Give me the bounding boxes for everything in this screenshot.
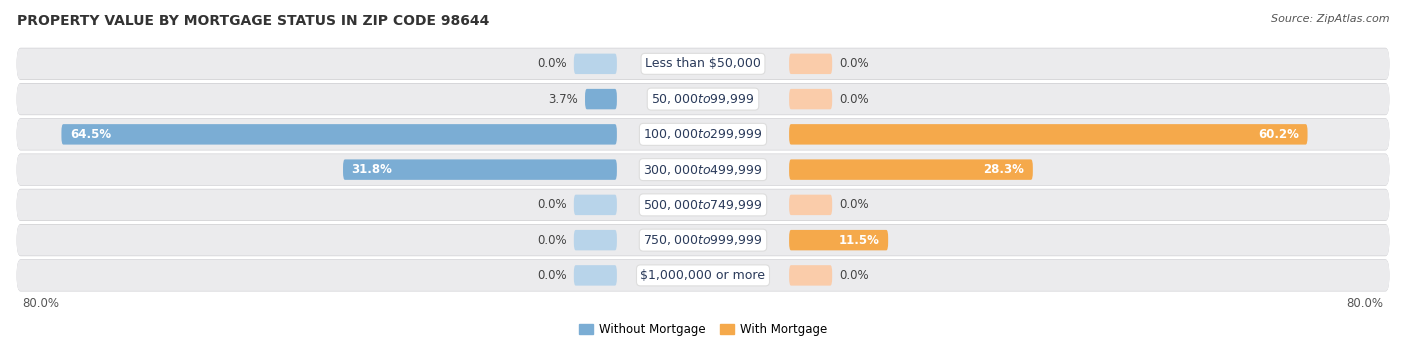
- Text: 0.0%: 0.0%: [537, 234, 567, 247]
- FancyBboxPatch shape: [574, 195, 617, 215]
- FancyBboxPatch shape: [574, 265, 617, 286]
- FancyBboxPatch shape: [789, 124, 1308, 145]
- FancyBboxPatch shape: [789, 230, 889, 250]
- Text: 60.2%: 60.2%: [1258, 128, 1299, 141]
- Text: $50,000 to $99,999: $50,000 to $99,999: [651, 92, 755, 106]
- Text: 28.3%: 28.3%: [983, 163, 1024, 176]
- FancyBboxPatch shape: [17, 153, 1389, 186]
- FancyBboxPatch shape: [17, 154, 1389, 185]
- Text: 0.0%: 0.0%: [537, 269, 567, 282]
- Legend: Without Mortgage, With Mortgage: Without Mortgage, With Mortgage: [574, 318, 832, 341]
- Text: PROPERTY VALUE BY MORTGAGE STATUS IN ZIP CODE 98644: PROPERTY VALUE BY MORTGAGE STATUS IN ZIP…: [17, 14, 489, 28]
- Text: 64.5%: 64.5%: [70, 128, 111, 141]
- FancyBboxPatch shape: [789, 195, 832, 215]
- FancyBboxPatch shape: [17, 48, 1389, 80]
- FancyBboxPatch shape: [789, 89, 832, 109]
- FancyBboxPatch shape: [62, 124, 617, 145]
- Text: 0.0%: 0.0%: [839, 198, 869, 211]
- FancyBboxPatch shape: [789, 159, 1033, 180]
- FancyBboxPatch shape: [574, 54, 617, 74]
- Text: 0.0%: 0.0%: [839, 57, 869, 70]
- Text: $500,000 to $749,999: $500,000 to $749,999: [644, 198, 762, 212]
- FancyBboxPatch shape: [17, 84, 1389, 115]
- FancyBboxPatch shape: [17, 260, 1389, 291]
- Text: 0.0%: 0.0%: [839, 269, 869, 282]
- FancyBboxPatch shape: [17, 48, 1389, 79]
- Text: Source: ZipAtlas.com: Source: ZipAtlas.com: [1271, 14, 1389, 24]
- FancyBboxPatch shape: [17, 189, 1389, 221]
- FancyBboxPatch shape: [17, 225, 1389, 256]
- FancyBboxPatch shape: [574, 230, 617, 250]
- Text: $750,000 to $999,999: $750,000 to $999,999: [644, 233, 762, 247]
- Text: 31.8%: 31.8%: [352, 163, 392, 176]
- Text: Less than $50,000: Less than $50,000: [645, 57, 761, 70]
- FancyBboxPatch shape: [585, 89, 617, 109]
- FancyBboxPatch shape: [17, 189, 1389, 220]
- FancyBboxPatch shape: [17, 118, 1389, 150]
- Text: 0.0%: 0.0%: [839, 93, 869, 106]
- Text: 3.7%: 3.7%: [548, 93, 578, 106]
- FancyBboxPatch shape: [17, 119, 1389, 150]
- Text: $100,000 to $299,999: $100,000 to $299,999: [644, 127, 762, 142]
- Text: 11.5%: 11.5%: [838, 234, 880, 247]
- Text: $1,000,000 or more: $1,000,000 or more: [641, 269, 765, 282]
- FancyBboxPatch shape: [343, 159, 617, 180]
- Text: $300,000 to $499,999: $300,000 to $499,999: [644, 163, 762, 177]
- FancyBboxPatch shape: [789, 265, 832, 286]
- Text: 80.0%: 80.0%: [1347, 297, 1384, 310]
- FancyBboxPatch shape: [17, 260, 1389, 292]
- FancyBboxPatch shape: [17, 83, 1389, 115]
- FancyBboxPatch shape: [789, 54, 832, 74]
- Text: 0.0%: 0.0%: [537, 57, 567, 70]
- Text: 80.0%: 80.0%: [22, 297, 59, 310]
- FancyBboxPatch shape: [17, 224, 1389, 256]
- Text: 0.0%: 0.0%: [537, 198, 567, 211]
